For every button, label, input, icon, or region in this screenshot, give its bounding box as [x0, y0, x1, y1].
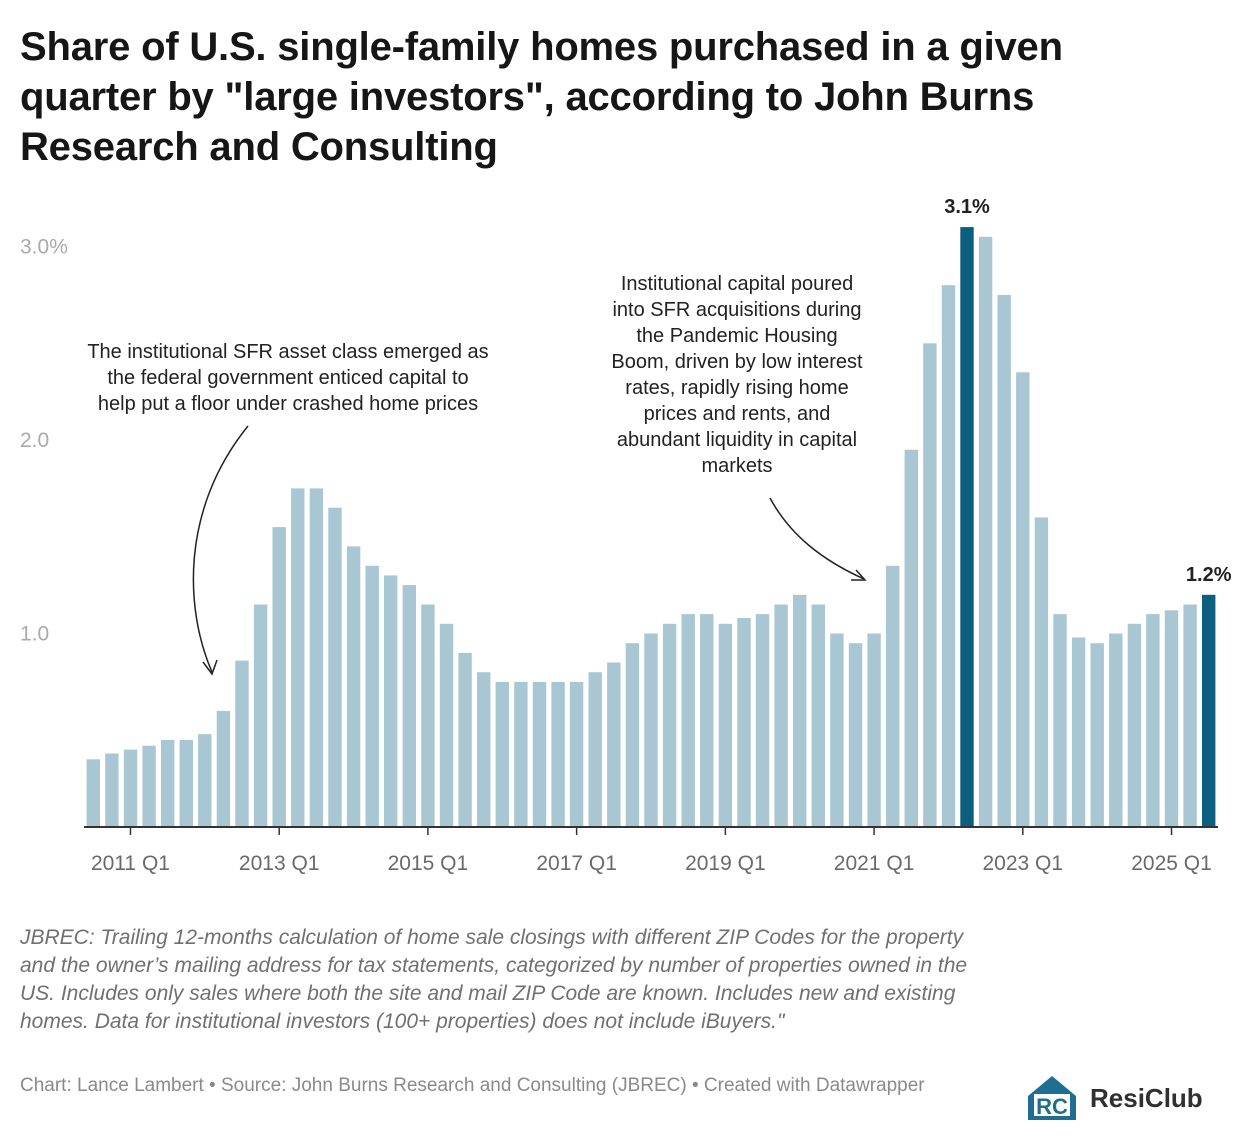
arrow-head [202, 659, 218, 676]
bar [1090, 643, 1104, 827]
bar [161, 739, 175, 827]
brand-name: ResiClub [1090, 1082, 1203, 1113]
x-axis: 2011 Q1 2013 Q1 2015 Q1 2017 Q1 2019 Q1 2021 … [84, 826, 1218, 875]
x-tick-label: 2025 Q1 [1131, 852, 1212, 875]
bar [458, 652, 472, 827]
bar [1034, 517, 1049, 827]
bar [755, 614, 770, 827]
bars-group [86, 227, 1216, 828]
bar [681, 614, 695, 827]
bar [495, 681, 509, 827]
bar [1146, 614, 1160, 827]
bar [848, 643, 863, 827]
y-tick-label: 3.0% [20, 236, 68, 259]
x-tick-label: 2011 Q1 [91, 852, 170, 875]
bar [551, 681, 565, 827]
bar [625, 643, 640, 827]
bar [272, 527, 286, 827]
bar [904, 449, 918, 827]
bar [291, 488, 305, 827]
chart-title: Share of U.S. single-family homes purcha… [20, 25, 1063, 169]
bar [86, 759, 100, 827]
x-tick-label: 2015 Q1 [388, 852, 469, 875]
bar [1109, 633, 1123, 827]
bar [216, 710, 231, 827]
bar [978, 236, 993, 828]
bar [384, 575, 398, 827]
bar [607, 662, 621, 827]
bar [1071, 637, 1086, 827]
bar [532, 681, 547, 827]
bar [941, 285, 956, 827]
y-tick-label: 2.0 [20, 429, 49, 452]
bar [402, 585, 416, 827]
bar-chart: 1.02.03.0% 2011 Q1 2013 Q1 2015 Q1 2017 Q1 2… [20, 196, 1232, 875]
resiclub-brand: RC ResiClub [1024, 1068, 1224, 1128]
annotation-text: The institutional SFR asset class emerge… [87, 341, 488, 415]
bar [1127, 623, 1142, 827]
value-label: 1.2% [1186, 564, 1232, 586]
y-tick-label: 1.0 [20, 623, 49, 646]
x-tick-label: 2021 Q1 [834, 852, 915, 875]
bar [830, 633, 844, 827]
x-tick-label: 2023 Q1 [983, 852, 1064, 875]
annotations: The institutional SFR asset class emerge… [87, 273, 867, 676]
arrow-head [851, 569, 867, 581]
value-label: 3.1% [944, 196, 990, 218]
bar [793, 594, 807, 827]
annotation-text: Institutional capital poured into SFR acq… [611, 273, 863, 477]
svg-text:RC: RC [1036, 1094, 1068, 1119]
bar [700, 614, 714, 827]
annotation-arrow [769, 497, 865, 580]
bar-highlight [960, 227, 974, 828]
bar [1164, 610, 1179, 827]
bar [421, 604, 435, 827]
x-tick-label: 2013 Q1 [239, 852, 320, 875]
bar [198, 734, 212, 827]
bar [328, 507, 342, 827]
annotation-arrow [192, 425, 249, 673]
bar-highlight [1202, 594, 1216, 827]
bar [811, 604, 825, 827]
value-labels: 3.1% 1.2% [944, 196, 1231, 586]
bar [662, 623, 677, 827]
bar [105, 753, 119, 827]
bar [737, 618, 751, 827]
bar [179, 739, 193, 827]
chart-notes: JBREC: Trailing 12-months calculation of… [20, 926, 968, 1033]
bar [123, 749, 138, 827]
bar [1183, 604, 1197, 827]
chart-credit: Chart: Lance Lambert • Source: John Burn… [20, 1075, 925, 1096]
bar [886, 565, 900, 827]
bar [569, 681, 584, 827]
resiclub-logo-icon: RC [1028, 1076, 1076, 1120]
bar [346, 546, 361, 827]
bar [142, 745, 156, 827]
bar [644, 633, 658, 827]
bar [477, 672, 491, 827]
bar [718, 623, 733, 827]
bar [923, 343, 937, 828]
bar [235, 660, 249, 827]
bar [365, 565, 379, 827]
bar [1053, 614, 1067, 827]
bar [774, 604, 788, 827]
bar [309, 488, 324, 827]
bar [439, 623, 454, 827]
x-tick-label: 2019 Q1 [685, 852, 766, 875]
bar [997, 294, 1011, 827]
bar [588, 672, 602, 827]
bar [514, 681, 528, 827]
y-axis: 1.0 2.0 3.0% [20, 236, 68, 646]
bar [1016, 372, 1030, 827]
bar [253, 604, 268, 827]
bar [867, 633, 881, 827]
x-tick-label: 2017 Q1 [536, 852, 617, 875]
